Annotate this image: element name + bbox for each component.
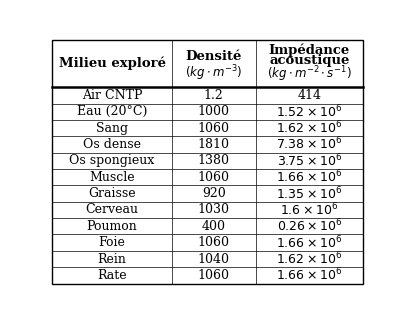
Text: $1.62 \times 10^{6}$: $1.62 \times 10^{6}$ bbox=[276, 251, 343, 267]
Text: Muscle: Muscle bbox=[89, 171, 135, 184]
Text: Cerveau: Cerveau bbox=[85, 204, 139, 216]
Text: $1.66 \times 10^{6}$: $1.66 \times 10^{6}$ bbox=[276, 234, 343, 251]
Text: 1040: 1040 bbox=[198, 252, 230, 266]
Text: 1810: 1810 bbox=[198, 138, 230, 151]
Text: $1.62 \times 10^{6}$: $1.62 \times 10^{6}$ bbox=[276, 120, 343, 136]
Text: Os spongieux: Os spongieux bbox=[69, 154, 155, 167]
Text: acoustique: acoustique bbox=[269, 54, 350, 67]
Text: Sang: Sang bbox=[96, 122, 128, 135]
Text: 1000: 1000 bbox=[198, 105, 230, 118]
Text: Air CNTP: Air CNTP bbox=[82, 89, 142, 102]
Text: 414: 414 bbox=[297, 89, 321, 102]
Text: 1380: 1380 bbox=[198, 154, 230, 167]
Text: Foie: Foie bbox=[98, 236, 126, 249]
Text: Rate: Rate bbox=[97, 269, 127, 282]
Text: 1030: 1030 bbox=[198, 204, 230, 216]
Text: Impédance: Impédance bbox=[269, 43, 350, 57]
Text: Graisse: Graisse bbox=[88, 187, 136, 200]
Text: $1.66 \times 10^{6}$: $1.66 \times 10^{6}$ bbox=[276, 267, 343, 284]
Text: Poumon: Poumon bbox=[87, 220, 137, 233]
Text: $7.38 \times 10^{6}$: $7.38 \times 10^{6}$ bbox=[276, 136, 343, 153]
Text: $1.35 \times 10^{6}$: $1.35 \times 10^{6}$ bbox=[276, 185, 343, 202]
Text: $1.66 \times 10^{6}$: $1.66 \times 10^{6}$ bbox=[276, 169, 343, 186]
Text: 400: 400 bbox=[202, 220, 226, 233]
Text: $1.52 \times 10^{6}$: $1.52 \times 10^{6}$ bbox=[276, 103, 343, 120]
Text: $1.6 \times 10^{6}$: $1.6 \times 10^{6}$ bbox=[280, 202, 339, 218]
Text: 1.2: 1.2 bbox=[204, 89, 224, 102]
Text: 1060: 1060 bbox=[198, 171, 230, 184]
Text: 920: 920 bbox=[202, 187, 226, 200]
Text: Milieu exploré: Milieu exploré bbox=[58, 57, 166, 70]
Text: $(kg \cdot m^{-2} \cdot s^{-1})$: $(kg \cdot m^{-2} \cdot s^{-1})$ bbox=[267, 64, 352, 84]
Text: 1060: 1060 bbox=[198, 269, 230, 282]
Text: $0.26 \times 10^{6}$: $0.26 \times 10^{6}$ bbox=[277, 218, 342, 235]
Text: Densité: Densité bbox=[185, 50, 242, 63]
Text: 1060: 1060 bbox=[198, 122, 230, 135]
Text: $(kg \cdot m^{-3})$: $(kg \cdot m^{-3})$ bbox=[185, 63, 243, 83]
Text: Eau (20°C): Eau (20°C) bbox=[77, 105, 147, 118]
Text: 1060: 1060 bbox=[198, 236, 230, 249]
Text: Rein: Rein bbox=[98, 252, 126, 266]
Text: Os dense: Os dense bbox=[83, 138, 141, 151]
Text: $3.75 \times 10^{6}$: $3.75 \times 10^{6}$ bbox=[277, 153, 342, 169]
